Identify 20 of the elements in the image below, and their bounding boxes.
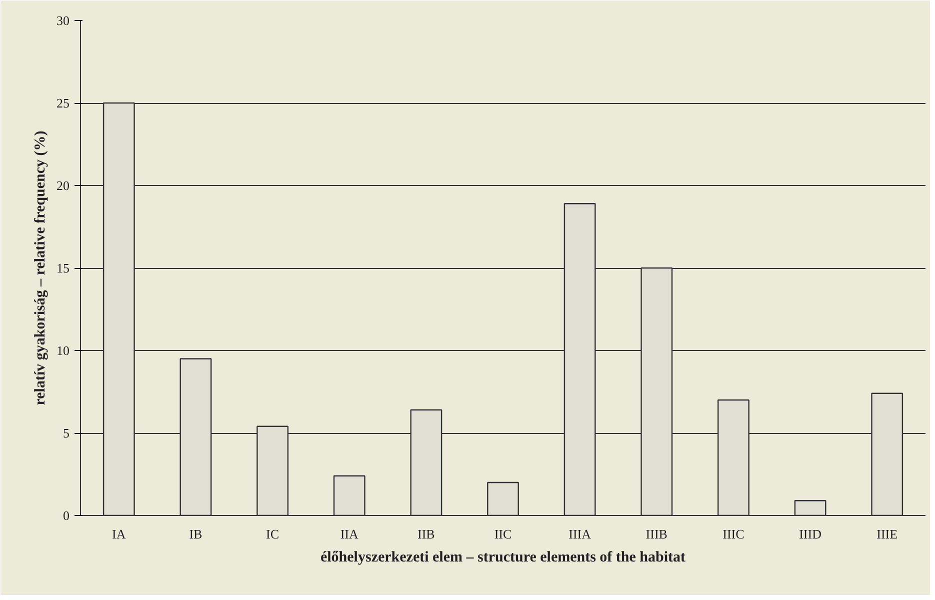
x-tick-label: IIID	[799, 526, 822, 542]
x-tick-label: IIA	[340, 526, 359, 542]
y-tick-label: 10	[56, 343, 70, 358]
x-axis-title: élőhelyszerkezeti elem – structure elements of the habitat	[320, 550, 686, 566]
x-tick-label: IIB	[418, 526, 436, 542]
x-tick-label: IIIA	[568, 526, 592, 542]
y-tick-label: 0	[63, 508, 70, 523]
x-tick-label: IC	[266, 526, 280, 542]
x-tick-label: IIIC	[722, 526, 744, 542]
x-tick-label: IA	[112, 526, 126, 542]
y-tick-label: 15	[56, 260, 70, 276]
y-tick-label: 20	[56, 178, 70, 193]
x-tick-label: IIIB	[646, 526, 668, 542]
x-tick-label: IB	[189, 526, 203, 542]
y-tick-label: 5	[63, 426, 70, 440]
y-axis-title: relatív gyakoriság – relative frequency (%)	[32, 130, 48, 406]
x-tick-label: IIIE	[876, 526, 898, 542]
y-tick-label: 30	[56, 13, 70, 28]
x-tick-label: IIC	[494, 526, 512, 542]
y-tick-label: 25	[56, 96, 70, 110]
